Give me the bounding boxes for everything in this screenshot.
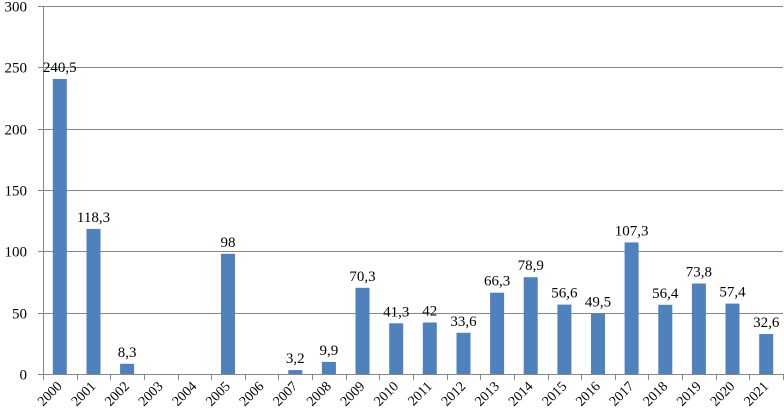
bar-2012 (456, 332, 471, 374)
bar-2021 (759, 334, 774, 374)
data-label-2012: 33,6 (450, 314, 477, 330)
data-label-2005: 98 (221, 235, 236, 251)
x-tick-label-2013: 2013 (473, 379, 503, 409)
x-tick-label-2005: 2005 (203, 379, 233, 409)
x-tick-label-2008: 2008 (304, 379, 334, 409)
bar-2011 (422, 322, 437, 374)
data-label-2007: 3,2 (286, 351, 305, 367)
data-label-2016: 49,5 (585, 294, 611, 310)
data-labels: 240,5 118,3 8,3 98 3,2 9,9 70,3 41,3 42 33,6 66,3 7… (43, 60, 780, 367)
y-tick-label: 200 (5, 123, 28, 139)
y-tick-label: 150 (5, 184, 28, 200)
data-label-2015: 56,6 (551, 286, 578, 302)
bar-2010 (389, 323, 404, 374)
x-tick-label-2002: 2002 (103, 379, 133, 409)
data-label-2008: 9,9 (320, 343, 339, 359)
bar-2017 (624, 242, 639, 374)
x-tick-label-2019: 2019 (674, 379, 704, 409)
data-label-2011: 42 (422, 304, 437, 320)
x-tick-label-2003: 2003 (136, 379, 166, 409)
bars (52, 79, 774, 374)
x-tick-label-2015: 2015 (540, 379, 570, 409)
data-label-2021: 32,6 (753, 315, 780, 331)
data-label-2017: 107,3 (615, 223, 649, 239)
data-label-2018: 56,4 (652, 286, 679, 302)
bar-2009 (355, 287, 370, 374)
data-label-2010: 41,3 (383, 304, 409, 320)
bar-2005 (221, 253, 235, 374)
bar-2007 (288, 370, 303, 374)
y-tick-label: 250 (5, 61, 28, 77)
data-label-2000: 240,5 (43, 60, 77, 76)
x-tick-label-2016: 2016 (573, 379, 603, 409)
x-tick-label-2018: 2018 (641, 379, 671, 409)
bar-2008 (321, 361, 336, 374)
bar-2002 (120, 363, 135, 374)
x-tick-label-2006: 2006 (237, 379, 267, 409)
x-tick-label-2017: 2017 (607, 379, 637, 409)
x-tick-label-2007: 2007 (271, 379, 301, 409)
x-tick-label-2004: 2004 (170, 379, 200, 409)
x-tick-label-2020: 2020 (708, 379, 738, 409)
bar-2000 (52, 79, 67, 374)
data-label-2009: 70,3 (349, 269, 375, 285)
x-tick-label-2001: 2001 (69, 379, 99, 409)
data-label-2002: 8,3 (118, 345, 137, 361)
bar-2001 (86, 228, 101, 374)
data-label-2013: 66,3 (484, 274, 510, 290)
x-axis: 2000 2001 2002 2003 2004 2005 2006 2007 2008 2009… (35, 374, 784, 410)
x-tick-label-2021: 2021 (742, 379, 772, 409)
gridlines (43, 6, 783, 375)
bar-2015 (557, 304, 572, 374)
bar-2019 (691, 283, 706, 374)
bar-2016 (591, 313, 605, 374)
y-tick-label: 0 (20, 368, 28, 384)
x-tick-label-2009: 2009 (338, 379, 368, 409)
bar-2013 (490, 292, 505, 374)
data-label-2014: 78,9 (518, 258, 544, 274)
y-axis: 0 50 100 150 200 250 300 (5, 0, 44, 384)
bar-2018 (658, 304, 673, 374)
x-tick-label-2000: 2000 (35, 379, 65, 409)
x-tick-label-2011: 2011 (406, 379, 436, 409)
x-tick-label-2010: 2010 (372, 379, 402, 409)
x-tick-label-2012: 2012 (439, 379, 469, 409)
data-label-2001: 118,3 (77, 210, 110, 226)
y-tick-label: 300 (5, 0, 28, 16)
x-tick-label-2014: 2014 (506, 379, 536, 409)
y-tick-label: 100 (5, 245, 28, 261)
y-tick-label: 50 (12, 307, 27, 323)
bar-2014 (523, 277, 538, 374)
data-label-2020: 57,4 (719, 285, 746, 301)
bar-2020 (725, 303, 740, 374)
data-label-2019: 73,8 (686, 265, 712, 281)
